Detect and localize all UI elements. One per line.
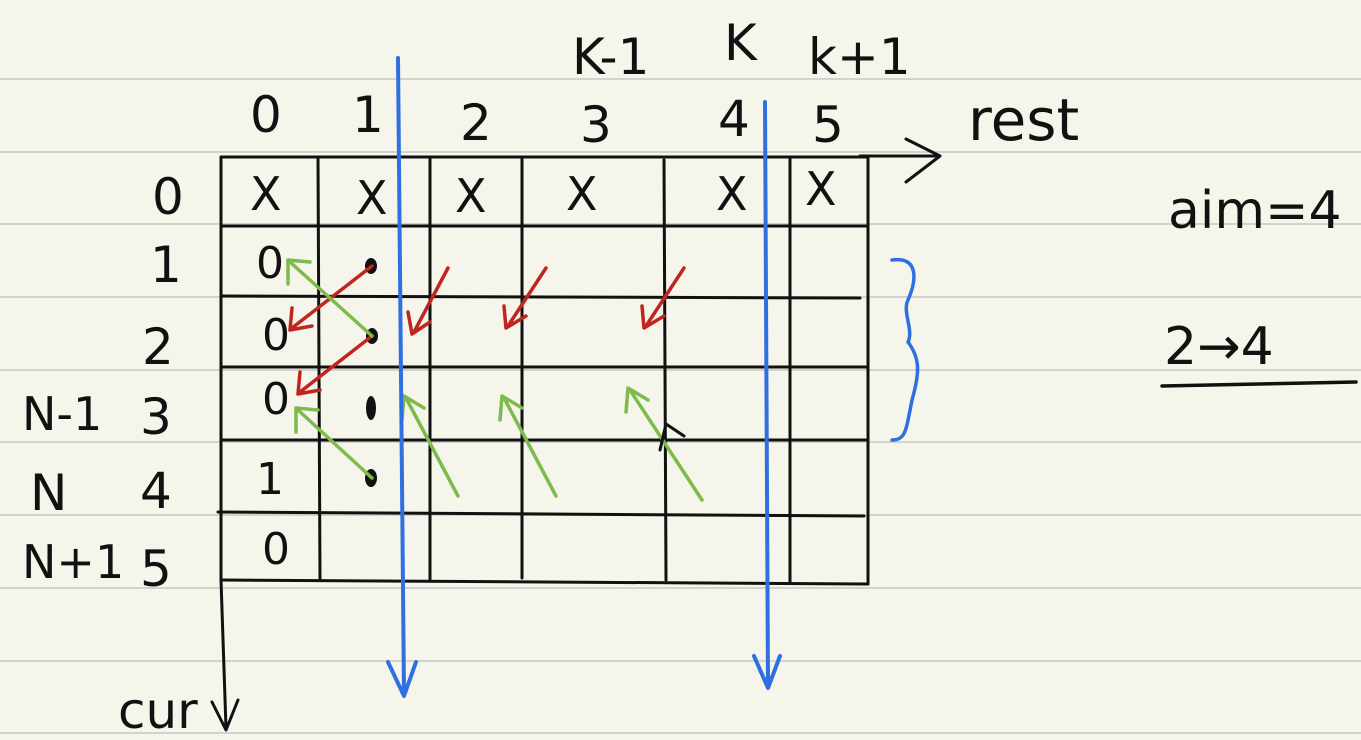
cell-value: 0 (262, 524, 290, 575)
label-n: N (30, 464, 67, 522)
row-index: 1 (150, 236, 182, 294)
rest-axis-label: rest (968, 86, 1079, 154)
blue-arrow-column-4 (752, 100, 782, 690)
row-0-cells: X X X X X X (250, 162, 837, 225)
col-index: 2 (460, 94, 492, 152)
row-indices: 0 1 2 3 4 5 (140, 168, 184, 598)
col-index: 4 (718, 90, 750, 148)
grid-vline (662, 158, 668, 582)
label-k: K (724, 14, 758, 72)
rest-axis-arrow (858, 137, 942, 184)
cell-value: 0 (262, 374, 290, 425)
cell-x: X (455, 169, 487, 223)
column-1-dots (365, 258, 378, 487)
cell-x: X (566, 167, 598, 221)
axes (210, 137, 942, 732)
blue-arrow-column-1 (386, 56, 418, 698)
green-dependency-arrows (286, 258, 704, 502)
cell-x: X (805, 162, 837, 216)
cell-x: X (356, 171, 388, 225)
label-n-minus-1: N-1 (22, 387, 102, 441)
label-k-plus-1: k+1 (808, 28, 911, 86)
label-n-plus-1: N+1 (22, 535, 124, 589)
red-arrow (288, 264, 374, 332)
red-arrow (640, 266, 686, 330)
cell-value: 0 (262, 310, 290, 361)
row-index: 2 (142, 318, 174, 376)
green-arrow (286, 258, 374, 338)
cell-value: 0 (256, 238, 284, 289)
green-arrow (294, 406, 374, 480)
col-index: 3 (580, 96, 612, 154)
red-dependency-arrows (288, 264, 686, 396)
label-k-minus-1: K-1 (572, 28, 649, 86)
aim-note: aim=4 (1168, 181, 1342, 241)
column-indices: 0 1 2 3 4 5 (250, 86, 844, 154)
col-index: 5 (812, 96, 844, 154)
range-underline (1160, 380, 1358, 388)
cur-axis-arrow (210, 578, 240, 732)
row-index: 3 (140, 388, 172, 446)
column-0-cells: 0 0 0 1 0 (256, 238, 290, 575)
grid-vline (316, 155, 322, 582)
green-arrow (624, 386, 704, 502)
blue-column-arrows (386, 56, 782, 698)
dot-marker (366, 396, 376, 420)
col-index: 0 (250, 86, 282, 144)
cell-x: X (716, 167, 748, 221)
range-note: 2→4 (1164, 317, 1274, 377)
cur-axis-label: cur (118, 682, 198, 740)
ruled-lines (0, 78, 1361, 734)
row-index: 4 (140, 462, 172, 520)
cell-x: X (250, 167, 282, 221)
red-arrow (406, 266, 450, 336)
row-index: 5 (140, 540, 172, 598)
cell-value: 1 (256, 454, 284, 505)
green-arrow (498, 394, 558, 498)
row-index: 0 (152, 168, 184, 226)
col-index: 1 (352, 86, 384, 144)
grid-hline (219, 578, 870, 586)
grid-hline (216, 510, 866, 518)
table-grid (216, 155, 870, 586)
caret-mark (658, 421, 686, 452)
red-arrow (502, 266, 548, 330)
red-arrow (296, 334, 374, 396)
blue-brace (890, 257, 920, 442)
